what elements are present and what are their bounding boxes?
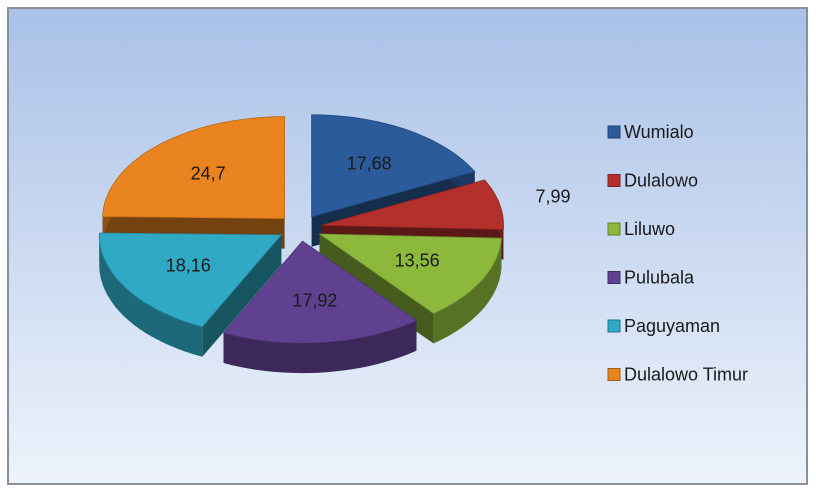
legend-swatch [607,125,621,139]
legend-swatch [607,271,621,284]
legend-label: Wumialo [624,122,694,142]
slice [318,233,502,314]
slice [102,116,285,220]
slice [311,114,476,218]
data-label: 24,7 [191,164,226,184]
data-label: 18,16 [166,256,211,276]
slice [98,232,283,328]
legend-label: Dulalowo Timur [624,364,748,384]
legend-label: Pulubala [624,267,695,287]
data-label: 17,68 [347,154,392,174]
data-label: 7,99 [535,186,570,206]
slice-side [433,238,502,344]
data-label: 17,92 [292,291,337,311]
data-label: 13,56 [395,250,440,270]
legend-label: Paguyaman [624,316,720,336]
legend-label: Dulalowo [624,170,698,190]
legend-swatch [607,319,621,333]
slice [321,179,504,230]
slice-side [223,320,417,374]
legend-swatch [607,222,621,236]
legend-label: Liluwo [624,219,675,239]
slice-side [99,233,203,357]
slice-wall [202,234,282,357]
legend-swatch [607,174,621,187]
legend-swatch [607,368,621,381]
slice [222,240,418,344]
